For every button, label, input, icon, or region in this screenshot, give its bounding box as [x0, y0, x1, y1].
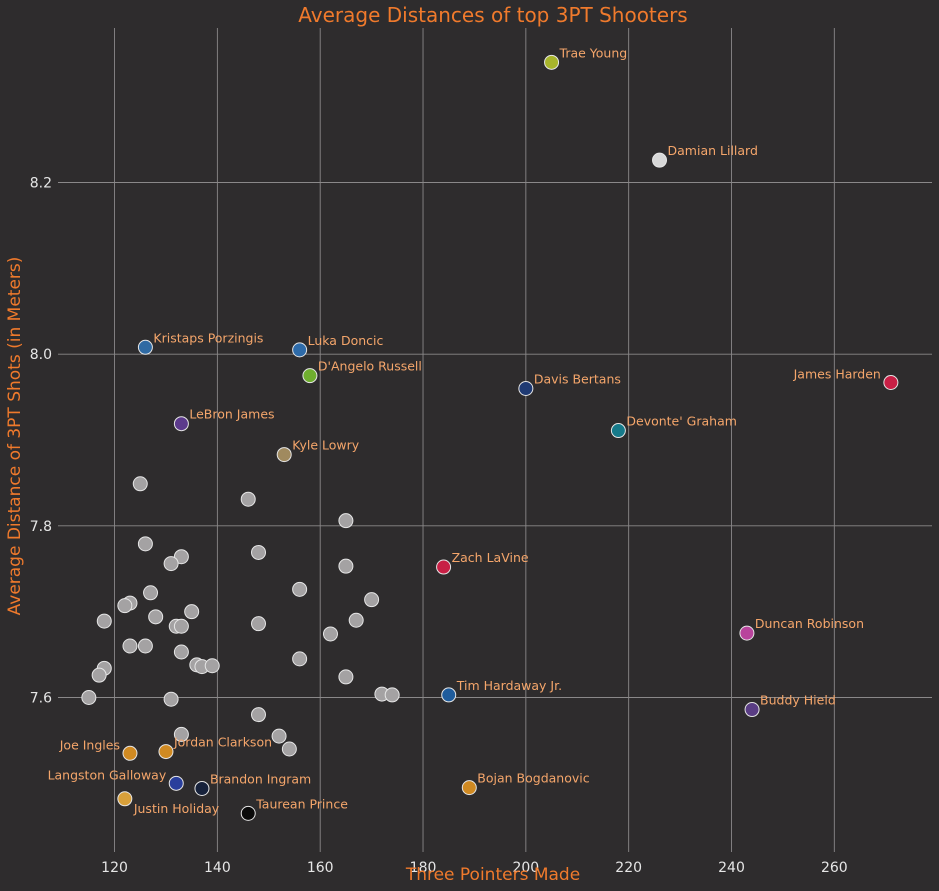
point-label: Trae Young — [559, 45, 628, 60]
x-tick-label: 140 — [204, 860, 231, 876]
point-label: Brandon Ingram — [210, 771, 311, 786]
point-label: Luka Doncic — [308, 333, 384, 348]
data-point — [204, 658, 220, 674]
point-labels: Trae Young Damian Lillard Kristaps Porzing… — [48, 45, 881, 815]
highlighted-data-point — [739, 625, 755, 641]
x-tick-label: 200 — [512, 860, 539, 876]
point-label: Zach LaVine — [452, 550, 529, 565]
data-point — [173, 726, 189, 742]
data-point — [281, 741, 297, 757]
highlighted-data-point — [240, 805, 256, 821]
highlighted-data-point — [461, 780, 477, 796]
point-label: Damian Lillard — [668, 143, 758, 158]
data-point — [173, 549, 189, 565]
y-tick-label: 7.6 — [30, 691, 52, 707]
data-point — [251, 707, 267, 723]
data-point — [348, 612, 364, 628]
data-point — [338, 558, 354, 574]
point-label: Joe Ingles — [59, 737, 120, 752]
highlighted-data-point — [744, 702, 760, 718]
data-points — [81, 54, 899, 821]
data-point — [96, 613, 112, 629]
y-tick-label: 8.0 — [30, 347, 52, 363]
y-tick-label: 8.2 — [30, 176, 52, 192]
x-tick-label: 240 — [718, 860, 745, 876]
data-point — [184, 604, 200, 620]
highlighted-data-point — [158, 744, 174, 760]
point-label: Jordan Clarkson — [173, 735, 272, 750]
highlighted-data-point — [518, 381, 534, 396]
highlighted-data-point — [544, 54, 560, 70]
x-tick-label: 260 — [821, 860, 848, 876]
data-point — [292, 651, 308, 667]
highlighted-data-point — [117, 791, 133, 807]
point-label: Kristaps Porzingis — [153, 330, 263, 345]
data-point — [91, 667, 107, 683]
data-point — [173, 618, 189, 634]
data-point — [251, 616, 267, 632]
data-point — [132, 476, 148, 492]
point-label: Davis Bertans — [534, 372, 621, 387]
data-point — [240, 491, 256, 507]
highlighted-data-point — [652, 152, 668, 168]
point-label: LeBron James — [189, 407, 274, 422]
y-tick-label: 7.8 — [30, 519, 52, 535]
x-tick-label: 220 — [615, 860, 642, 876]
highlighted-data-point — [194, 780, 210, 796]
x-tick-label: 160 — [307, 860, 334, 876]
x-axis-label: Three Pointers Made — [405, 865, 580, 885]
highlighted-data-point — [173, 416, 189, 432]
point-label: Kyle Lowry — [292, 438, 360, 453]
highlighted-data-point — [292, 342, 308, 358]
data-point — [173, 644, 189, 660]
data-point — [364, 592, 380, 608]
point-label: Devonte' Graham — [626, 414, 737, 429]
x-tick-label: 120 — [101, 860, 128, 876]
data-point — [338, 669, 354, 685]
data-point — [137, 536, 153, 552]
data-point — [292, 581, 308, 597]
data-point — [338, 513, 354, 529]
data-point — [384, 687, 400, 703]
point-label: Justin Holiday — [133, 801, 220, 816]
highlighted-data-point — [137, 339, 153, 355]
data-point — [163, 556, 179, 572]
point-label: D'Angelo Russell — [318, 359, 422, 374]
highlighted-data-point — [122, 745, 138, 761]
highlighted-data-point — [441, 687, 457, 703]
data-point — [148, 609, 164, 625]
point-label: Taurean Prince — [255, 796, 348, 811]
point-label: Buddy Hield — [760, 693, 836, 708]
data-point — [81, 690, 97, 705]
y-axis-label: Average Distance of 3PT Shots (in Meters… — [5, 257, 25, 616]
data-point — [322, 626, 338, 642]
tick-labels: 120 140 160 180 200 220 240 260 7.6 7.8 8.0 8.2 — [30, 176, 848, 877]
highlighted-data-point — [436, 559, 452, 575]
data-point — [163, 691, 179, 707]
point-label: Tim Hardaway Jr. — [456, 678, 562, 693]
point-label: Langston Galloway — [48, 767, 167, 782]
highlighted-data-point — [883, 374, 899, 390]
x-tick-label: 180 — [410, 860, 437, 876]
highlighted-data-point — [276, 447, 292, 463]
highlighted-data-point — [610, 423, 626, 439]
data-point — [117, 598, 133, 614]
point-label: Bojan Bogdanovic — [477, 771, 589, 786]
data-point — [271, 728, 287, 744]
chart-title: Average Distances of top 3PT Shooters — [298, 3, 687, 27]
highlighted-data-point — [302, 368, 318, 384]
highlighted-data-point — [168, 775, 184, 791]
data-point — [137, 638, 153, 654]
grid — [58, 28, 932, 852]
data-point — [143, 585, 159, 601]
point-label: James Harden — [793, 366, 881, 381]
data-point — [251, 544, 267, 560]
point-label: Duncan Robinson — [755, 616, 864, 631]
data-point — [122, 638, 138, 654]
